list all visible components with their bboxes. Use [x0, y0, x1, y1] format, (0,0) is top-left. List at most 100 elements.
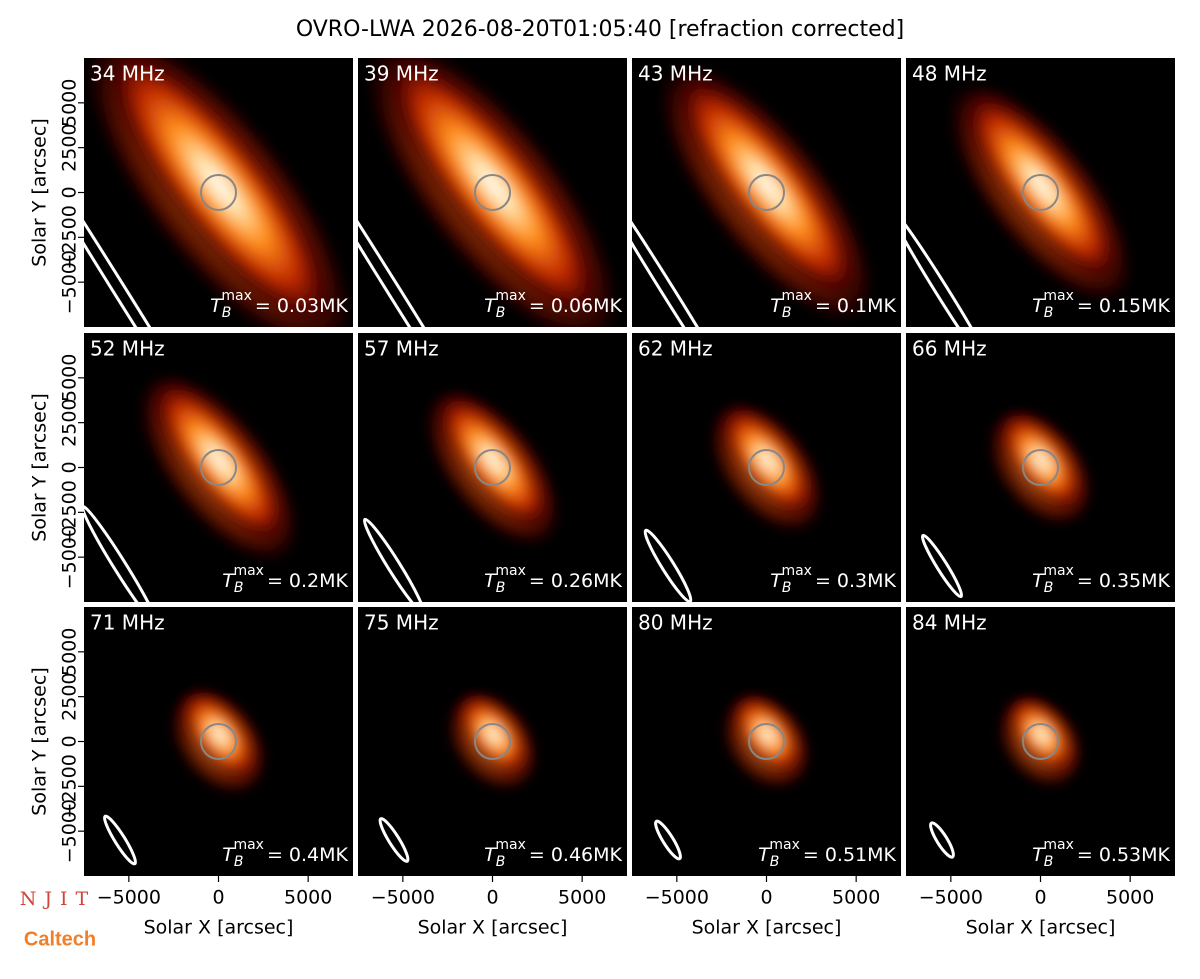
solar-disk [1022, 174, 1059, 211]
panel [906, 607, 1175, 876]
tmax-sub: B [234, 854, 244, 870]
tmax-symbol: T [758, 844, 771, 866]
panel [632, 58, 901, 327]
beam [362, 517, 426, 602]
solar-disk [474, 449, 511, 486]
x-axis-label: Solar X [arcsec] [692, 917, 842, 939]
x-tick-label: 5000 [832, 887, 880, 909]
tmax-label: TBmax = 0.35MK [1032, 563, 1170, 596]
tmax-sub: B [496, 305, 506, 321]
y-tick-label: 2500 [59, 672, 81, 720]
tmax-sup: max [495, 563, 526, 579]
solar-disk [474, 723, 511, 760]
tmax-label: TBmax = 0.46MK [484, 837, 622, 870]
solar-disk [474, 174, 511, 211]
tmax-sup: max [769, 837, 800, 853]
x-tick-label: −5000 [371, 887, 435, 909]
tmax-symbol: T [1032, 844, 1045, 866]
tmax-sup: max [1043, 288, 1074, 304]
y-tick-label: 5000 [59, 354, 81, 402]
chart-title: OVRO-LWA 2026-08-20T01:05:40 [refraction… [296, 17, 904, 42]
y-tick-label: 2500 [59, 398, 81, 446]
emission [180, 690, 258, 779]
emission [385, 58, 602, 319]
beam [378, 817, 410, 863]
tmax-sup: max [221, 288, 252, 304]
tmax-sup: max [495, 837, 526, 853]
solar-disk [748, 449, 785, 486]
tmax-label: TBmax = 0.26MK [484, 563, 622, 596]
beam [920, 533, 964, 599]
tmax-symbol: T [222, 570, 235, 592]
tmax-sub: B [782, 580, 792, 596]
x-tick-label: −5000 [645, 887, 709, 909]
tmax-symbol: T [770, 295, 783, 317]
emission [105, 58, 334, 327]
frequency-label: 71 MHz [90, 611, 165, 635]
x-tick-label: 0 [1034, 887, 1046, 909]
tmax-sub: B [782, 305, 792, 321]
x-axis-label: Solar X [arcsec] [418, 917, 568, 939]
x-tick-label: 0 [760, 887, 772, 909]
solar-disk [748, 174, 785, 211]
y-tick-label: −2500 [59, 205, 81, 269]
tmax-value: = 0.3MK [815, 570, 897, 592]
x-tick-label: −5000 [97, 887, 161, 909]
emission [675, 72, 860, 299]
x-tick-label: 5000 [1106, 887, 1154, 909]
emission [1007, 696, 1075, 773]
y-axis-label: Solar Y [arcsec] [29, 667, 51, 815]
panel [358, 333, 627, 602]
emission [152, 378, 287, 543]
tmax-label: TBmax = 0.3MK [770, 563, 896, 596]
y-axis-label: Solar Y [arcsec] [29, 118, 51, 266]
solar-disk [200, 174, 237, 211]
y-tick-label: −5000 [59, 799, 81, 863]
y-tick-label: 0 [59, 186, 81, 198]
tmax-symbol: T [222, 844, 235, 866]
tmax-label: TBmax = 0.4MK [222, 837, 348, 870]
tmax-sub: B [222, 305, 232, 321]
beam [929, 821, 955, 859]
x-tick-label: 0 [212, 887, 224, 909]
tmax-value: = 0.2MK [267, 570, 349, 592]
tmax-value: = 0.51MK [803, 844, 897, 866]
emission [720, 405, 814, 516]
panel [84, 58, 353, 327]
tmax-label: TBmax = 0.1MK [770, 288, 896, 321]
x-tick-label: 0 [486, 887, 498, 909]
tmax-value: = 0.53MK [1077, 844, 1171, 866]
frequency-label: 75 MHz [364, 611, 439, 635]
x-tick-label: 5000 [284, 887, 332, 909]
logo-caltech: Caltech [24, 928, 96, 950]
emission [732, 694, 803, 775]
tmax-sup: max [1043, 837, 1074, 853]
tmax-sub: B [234, 580, 244, 596]
frequency-label: 57 MHz [364, 337, 439, 361]
tmax-sup: max [233, 563, 264, 579]
x-tick-label: 5000 [558, 887, 606, 909]
tmax-value: = 0.03MK [255, 295, 349, 317]
tmax-symbol: T [484, 295, 497, 317]
tmax-sub: B [770, 854, 780, 870]
y-tick-label: 5000 [59, 628, 81, 676]
y-tick-label: 2500 [59, 123, 81, 171]
panel [906, 58, 1175, 327]
frequency-label: 52 MHz [90, 337, 165, 361]
frequency-label: 39 MHz [364, 62, 439, 86]
tmax-value: = 0.26MK [529, 570, 623, 592]
panel [906, 333, 1175, 602]
frequency-label: 34 MHz [90, 62, 165, 86]
tmax-sup: max [781, 563, 812, 579]
panel [84, 607, 353, 876]
panel [358, 58, 627, 327]
solar-disk [748, 723, 785, 760]
y-tick-label: −2500 [59, 480, 81, 544]
emission [999, 411, 1084, 510]
tmax-symbol: T [770, 570, 783, 592]
beam [906, 204, 997, 327]
solar-disk [200, 723, 237, 760]
panel [632, 333, 901, 602]
beam [632, 162, 750, 327]
